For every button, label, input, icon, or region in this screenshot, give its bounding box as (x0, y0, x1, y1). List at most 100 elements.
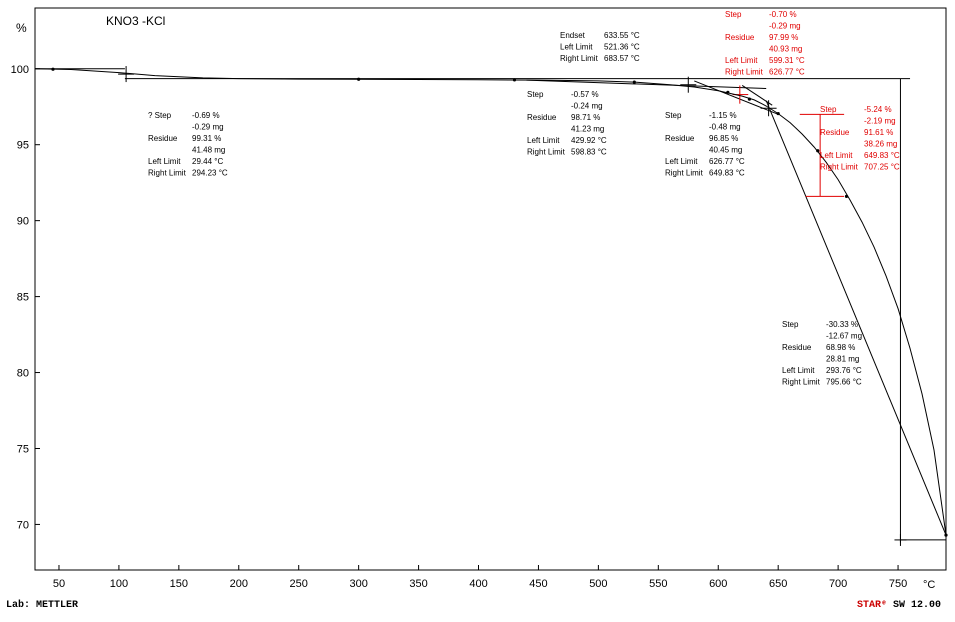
software-label: STARᵉ SW 12.00 (857, 600, 941, 611)
annotation-value: 626.77 °C (769, 68, 805, 77)
annotation-value: 626.77 °C (709, 157, 745, 166)
annotation-value: 41.48 mg (192, 146, 225, 155)
annotation-key: Right Limit (725, 68, 764, 77)
x-tick-label: 500 (589, 578, 607, 590)
annotation-block: Step -0.70 % -0.29 mg Residue 97.99 % 40.93 m… (725, 10, 805, 77)
annotation-key: Left Limit (820, 151, 853, 160)
annotation-block: Endset 633.55 °C Left Limit 521.36 °C Right … (560, 31, 640, 63)
annotation-key: Left Limit (560, 43, 593, 52)
annotation-key: Residue (527, 113, 557, 122)
data-point-marker (726, 90, 730, 94)
x-tick-label: 150 (170, 578, 188, 590)
y-tick-label: 95 (17, 140, 29, 152)
annotation-key: Residue (665, 134, 695, 143)
annotation-key: Step (527, 90, 544, 99)
y-tick-label: 80 (17, 368, 29, 380)
annotation-key: Residue (725, 33, 755, 42)
annotation-value: 599.31 °C (769, 56, 805, 65)
annotation-value: 40.45 mg (709, 146, 742, 155)
data-point-marker (512, 78, 517, 82)
annotation-block: Step -5.24 % -2.19 mg Residue 91.61 % 38.26 m… (820, 105, 900, 172)
annotation-value: 521.36 °C (604, 43, 640, 52)
y-tick-label: 70 (17, 519, 29, 531)
annotation-value: 98.71 % (571, 113, 600, 122)
annotation-key: Residue (148, 134, 178, 143)
annotation-value: 649.83 °C (864, 151, 900, 160)
annotation-block: Step -1.15 % -0.48 mg Residue 96.85 % 40.45 m… (665, 111, 745, 178)
annotation-value: 41.23 mg (571, 125, 604, 134)
annotation-key: Left Limit (782, 366, 815, 375)
x-tick-label: 100 (110, 578, 128, 590)
annotation-key: Step (820, 105, 837, 114)
annotation-key: Left Limit (665, 157, 698, 166)
annotation-value: 294.23 °C (192, 169, 228, 178)
guide-line (741, 85, 773, 106)
annotation-key: Endset (560, 31, 586, 40)
x-tick-label: 750 (889, 578, 907, 590)
lab-label: Lab: METTLER (6, 600, 79, 611)
annotation-value: 99.31 % (192, 134, 221, 143)
annotation-value: 96.85 % (709, 134, 738, 143)
guide-line (765, 100, 947, 536)
annotation-key: Residue (782, 343, 812, 352)
annotation-block: Step -30.33 % -12.67 mg Residue 68.98 % 28.81… (782, 320, 862, 387)
annotation-key: Right Limit (560, 54, 599, 63)
annotation-key: Right Limit (148, 169, 187, 178)
annotation-value: -0.24 mg (571, 102, 603, 111)
software-brand: STARᵉ (856, 600, 887, 611)
data-point-marker (776, 111, 780, 116)
annotation-key: ? Step (148, 111, 172, 120)
annotation-key: Left Limit (148, 157, 181, 166)
annotation-key: Left Limit (527, 136, 560, 145)
annotation-value: 293.76 °C (826, 366, 862, 375)
annotation-value: 649.83 °C (709, 169, 745, 178)
x-tick-label: 650 (769, 578, 787, 590)
annotation-value: 633.55 °C (604, 31, 640, 40)
data-point-marker (816, 149, 820, 153)
annotation-value: 91.61 % (864, 128, 893, 137)
y-tick-label: 90 (17, 216, 29, 228)
annotation-value: 429.92 °C (571, 136, 607, 145)
annotation-value: -0.29 mg (769, 22, 801, 31)
x-tick-label: 400 (469, 578, 487, 590)
software-version: SW 12.00 (892, 600, 941, 611)
annotation-value: -12.67 mg (826, 332, 862, 341)
data-point-marker (632, 80, 636, 84)
annotation-value: -0.69 % (192, 111, 220, 120)
annotation-value: -0.70 % (769, 10, 797, 19)
x-tick-label: 600 (709, 578, 727, 590)
x-tick-label: 700 (829, 578, 847, 590)
x-tick-label: 450 (529, 578, 547, 590)
annotation-value: 38.26 mg (864, 140, 897, 149)
chart-title: KNO3 -KCl (106, 14, 165, 28)
annotation-key: Step (725, 10, 742, 19)
x-tick-label: 350 (409, 578, 427, 590)
annotation-value: 97.99 % (769, 33, 798, 42)
annotation-key: Residue (820, 128, 850, 137)
annotation-value: 29.44 °C (192, 157, 223, 166)
annotation-value: 707.25 °C (864, 163, 900, 172)
data-point-marker (747, 97, 752, 101)
annotation-value: 598.83 °C (571, 148, 607, 157)
annotation-value: 68.98 % (826, 343, 855, 352)
annotation-value: -0.29 mg (192, 123, 224, 132)
annotation-key: Right Limit (527, 148, 566, 157)
y-axis-label: % (16, 21, 27, 35)
y-tick-label: 85 (17, 292, 29, 304)
x-tick-label: 200 (230, 578, 248, 590)
annotation-key: Step (665, 111, 682, 120)
annotation-value: -0.48 mg (709, 123, 741, 132)
x-tick-label: 250 (290, 578, 308, 590)
annotation-value: -1.15 % (709, 111, 737, 120)
annotation-block: ? Step -0.69 % -0.29 mg Residue 99.31 % 41.48… (148, 111, 228, 178)
annotation-key: Right Limit (665, 169, 704, 178)
axis-ticks (35, 68, 899, 570)
annotation-value: -30.33 % (826, 320, 858, 329)
data-point-marker (357, 77, 361, 81)
step-annotations: ? Step -0.69 % -0.29 mg Residue 99.31 % 41.48… (148, 10, 900, 387)
y-tick-label: 100 (11, 64, 29, 76)
annotation-value: -2.19 mg (864, 117, 896, 126)
guide-line (526, 79, 767, 90)
data-point-marker (944, 533, 948, 537)
